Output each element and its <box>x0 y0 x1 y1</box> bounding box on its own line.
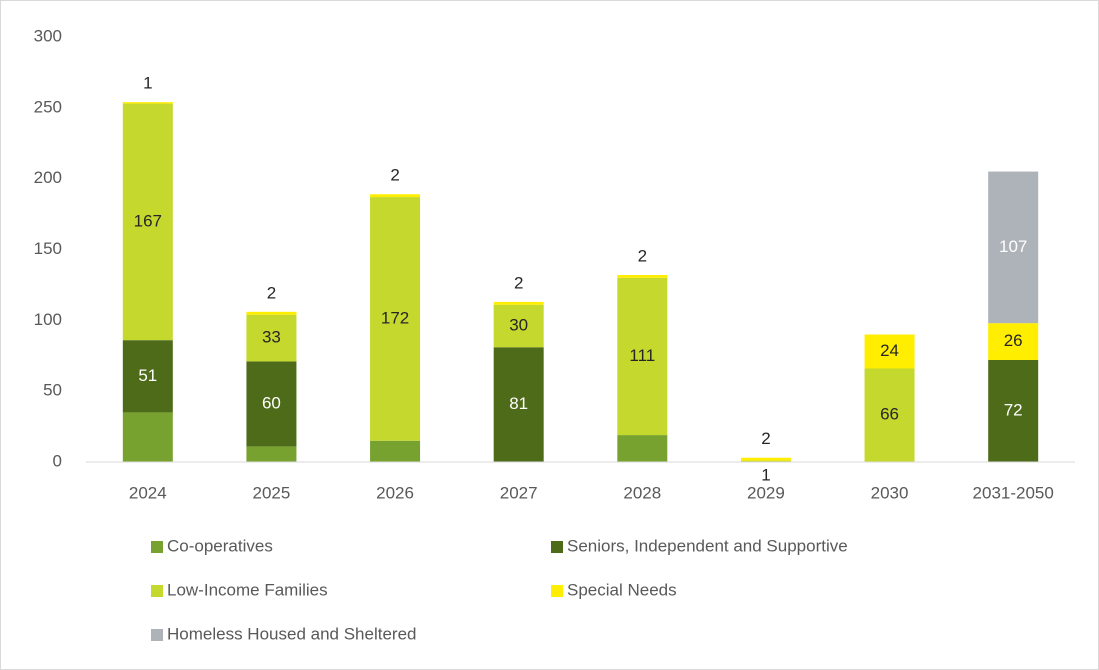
data-label: 60 <box>262 393 281 412</box>
data-label: 30 <box>509 315 528 334</box>
bar-segment <box>740 460 791 462</box>
legend-swatch <box>151 629 163 641</box>
data-label: 1 <box>761 465 770 484</box>
data-label: 167 <box>134 211 162 230</box>
bar-segment <box>493 304 544 348</box>
data-label: 81 <box>509 394 528 413</box>
bar-segment <box>246 361 297 447</box>
bar-segment <box>370 197 421 441</box>
bar-segment <box>122 102 173 104</box>
x-tick-label: 2024 <box>129 483 167 502</box>
bar-segment <box>493 347 544 462</box>
bar-segment <box>246 311 297 315</box>
legend-label: Homeless Housed and Sheltered <box>167 624 416 643</box>
data-label: 107 <box>999 237 1027 256</box>
bar-segment <box>988 360 1039 462</box>
data-label: 26 <box>1004 331 1023 350</box>
data-label: 66 <box>880 405 899 424</box>
bar-segment <box>988 171 1039 324</box>
x-tick-label: 2027 <box>500 483 538 502</box>
bar-segment <box>617 275 668 278</box>
data-label: 1 <box>143 74 152 93</box>
y-tick-label: 250 <box>34 97 62 116</box>
legend-label: Special Needs <box>567 580 677 599</box>
bar-segment <box>246 446 297 462</box>
x-tick-label: 2025 <box>253 483 291 502</box>
x-tick-label: 2030 <box>871 483 909 502</box>
y-tick-label: 50 <box>43 381 62 400</box>
bar-segment <box>617 277 668 436</box>
data-label: 51 <box>138 366 157 385</box>
data-label: 2 <box>638 246 647 265</box>
bar-segment <box>864 368 915 462</box>
legend-label: Co-operatives <box>167 536 273 555</box>
legend-label: Seniors, Independent and Supportive <box>567 536 848 555</box>
x-tick-label: 2026 <box>376 483 414 502</box>
x-tick-label: 2028 <box>623 483 661 502</box>
legend-swatch <box>551 541 563 553</box>
y-tick-label: 100 <box>34 310 62 329</box>
data-label: 2 <box>514 273 523 292</box>
bar-segment <box>122 103 173 341</box>
x-tick-label: 2029 <box>747 483 785 502</box>
bar-segment <box>493 301 544 305</box>
x-tick-label: 2031-2050 <box>973 483 1054 502</box>
bar-segment <box>122 340 173 413</box>
bar-segment <box>864 334 915 369</box>
y-tick-label: 300 <box>34 26 62 45</box>
legend-swatch <box>151 541 163 553</box>
bar-segment <box>370 194 421 198</box>
y-tick-label: 150 <box>34 239 62 258</box>
bar-segment <box>370 440 421 462</box>
data-label: 2 <box>267 283 276 302</box>
data-label: 72 <box>1004 400 1023 419</box>
bar-segment <box>988 323 1039 360</box>
bar-segment <box>740 457 791 461</box>
data-label: 2 <box>390 166 399 185</box>
y-tick-label: 200 <box>34 168 62 187</box>
data-label: 2 <box>761 429 770 448</box>
bar-segment <box>617 435 668 462</box>
legend-swatch <box>151 585 163 597</box>
data-label: 111 <box>629 346 655 365</box>
legend-swatch <box>551 585 563 597</box>
bar-segment <box>246 314 297 362</box>
bar-segment <box>122 412 173 462</box>
data-label: 172 <box>381 308 409 327</box>
legend-label: Low-Income Families <box>167 580 328 599</box>
y-tick-label: 0 <box>53 451 62 470</box>
data-label: 33 <box>262 328 281 347</box>
data-label: 24 <box>880 341 899 360</box>
